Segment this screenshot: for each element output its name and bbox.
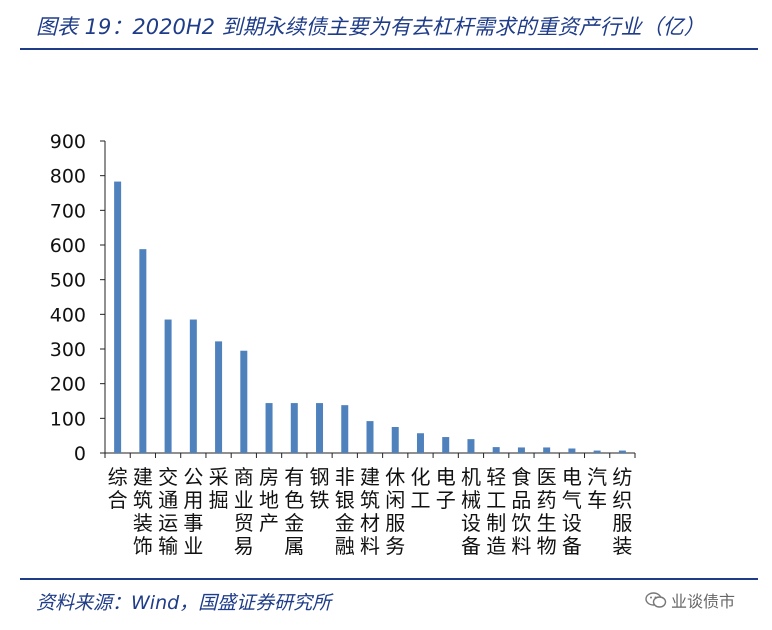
bar <box>164 319 172 453</box>
x-tick-label: 休闲服务 <box>385 465 405 558</box>
bar <box>189 319 197 453</box>
bar <box>568 448 576 453</box>
y-tick-label: 500 <box>50 270 86 292</box>
watermark-text: 业谈债市 <box>671 592 736 611</box>
source-note: 资料来源：Wind，国盛证券研究所 <box>36 592 332 614</box>
bar <box>139 249 147 453</box>
bar <box>114 181 122 453</box>
y-axis: 0 100 200 300 400 500 600 700 800 900 <box>50 131 106 465</box>
chart-title: 图表 19：2020H2 到期永续债主要为有去杠杆需求的重资产行业（亿） <box>36 15 705 39</box>
x-tick-label: 医药生物 <box>537 465 557 558</box>
bar <box>517 447 525 453</box>
y-tick-label: 200 <box>50 374 86 396</box>
y-tick-label: 100 <box>50 408 86 430</box>
x-tick-label: 钢铁 <box>310 465 330 512</box>
x-axis <box>104 452 636 458</box>
y-tick-label: 900 <box>50 131 86 153</box>
bar <box>341 405 349 453</box>
x-tick-label: 纺织服装 <box>612 465 632 558</box>
bar <box>265 403 273 453</box>
x-tick-label: 电气设备 <box>562 465 582 558</box>
bar <box>467 439 475 453</box>
bar <box>316 403 324 453</box>
x-tick-label: 建筑材料 <box>360 465 380 558</box>
x-tick-label: 综合 <box>108 465 128 512</box>
bar <box>442 437 450 453</box>
y-tick-label: 400 <box>50 304 86 326</box>
x-tick-label: 轻工制造 <box>486 465 506 558</box>
bars <box>114 181 626 453</box>
bar <box>366 421 374 453</box>
x-tick-label: 化工 <box>410 465 430 512</box>
x-tick-label: 机械设备 <box>461 465 481 558</box>
x-tick-label: 交通运输 <box>158 465 178 558</box>
y-tick-label: 800 <box>50 166 86 188</box>
y-tick-label: 0 <box>74 443 86 465</box>
bar <box>391 427 399 453</box>
y-tick-label: 600 <box>50 235 86 257</box>
x-tick-label: 建筑装饰 <box>133 465 153 558</box>
bar <box>543 447 551 453</box>
x-tick-label: 公用事业 <box>183 465 203 558</box>
bar-chart: 0 100 200 300 400 500 600 700 800 900 综合建筑装饰交通运输公… <box>50 131 636 558</box>
bar <box>416 433 424 453</box>
x-tick-label: 食品饮料 <box>511 465 531 558</box>
x-tick-label: 电子 <box>436 465 456 512</box>
wechat-icon <box>645 592 667 608</box>
bar <box>593 450 601 453</box>
bar <box>618 450 626 453</box>
x-tick-label: 有色金属 <box>284 465 304 558</box>
x-tick-labels: 综合建筑装饰交通运输公用事业采掘商业贸易房地产有色金属钢铁非银金融建筑材料休闲服… <box>108 465 633 558</box>
x-tick-label: 汽车 <box>587 465 607 512</box>
title-rule <box>20 48 758 50</box>
bar <box>240 350 248 453</box>
watermark: 业谈债市 <box>645 588 735 612</box>
x-tick-label: 非银金融 <box>335 465 355 558</box>
x-tick-label: 房地产 <box>259 465 279 535</box>
y-tick-label: 700 <box>50 200 86 222</box>
x-tick-label: 商业贸易 <box>234 465 254 558</box>
footer-rule <box>20 578 758 580</box>
bar <box>492 447 500 453</box>
x-tick-label: 采掘 <box>209 465 229 512</box>
y-tick-label: 300 <box>50 339 86 361</box>
bar <box>215 341 223 453</box>
bar <box>290 403 298 453</box>
